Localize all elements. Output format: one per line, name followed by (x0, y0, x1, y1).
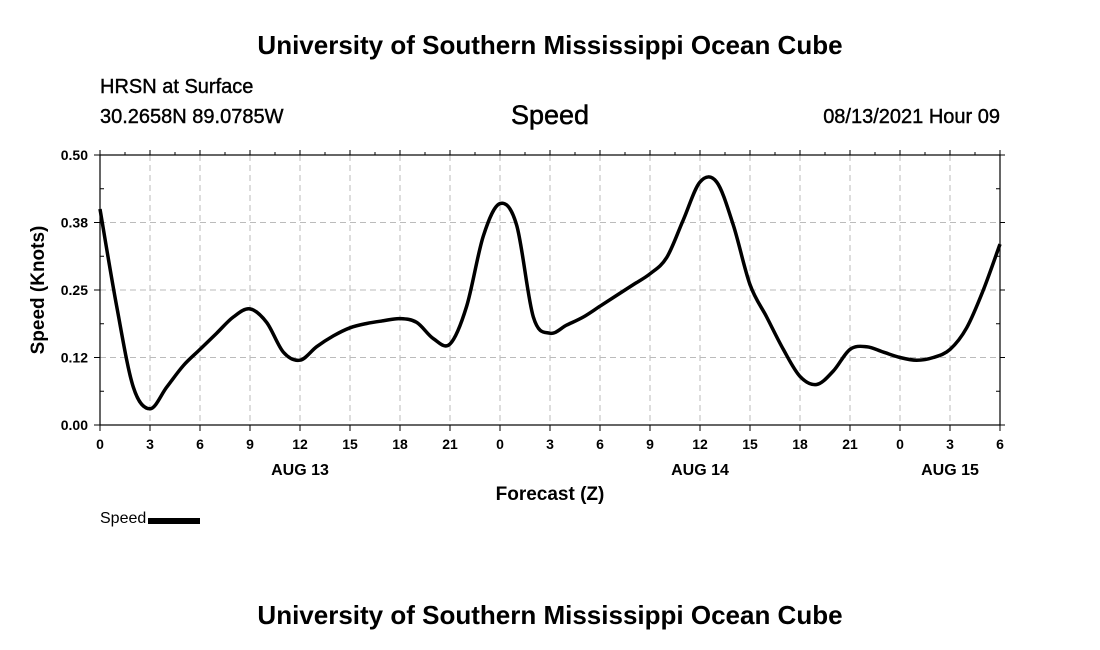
footer-title: University of Southern Mississippi Ocean… (257, 600, 843, 630)
x-axis-label: Forecast (Z) (496, 484, 605, 505)
date-label: AUG 13 (271, 462, 329, 479)
legend-swatch (148, 518, 201, 524)
x-tick-label: 18 (792, 436, 808, 452)
x-tick-label: 15 (742, 436, 758, 452)
x-tick-label: 6 (196, 436, 204, 452)
x-tick-label: 12 (292, 436, 308, 452)
x-tick-label: 3 (546, 436, 554, 452)
x-tick-label: 6 (596, 436, 604, 452)
y-tick-label: 0.50 (61, 147, 88, 163)
x-tick-label: 15 (342, 436, 358, 452)
station-label: HRSN at Surface (100, 76, 254, 98)
page-title: University of Southern Mississippi Ocean… (257, 30, 843, 60)
x-tick-label: 9 (246, 436, 254, 452)
x-tick-label: 9 (646, 436, 654, 452)
x-tick-label: 3 (946, 436, 954, 452)
y-tick-label: 0.12 (61, 350, 88, 366)
x-tick-label: 0 (896, 436, 904, 452)
forecast-datetime: 08/13/2021 Hour 09 (823, 106, 1000, 128)
y-tick-label: 0.25 (61, 282, 88, 298)
legend-label: Speed (100, 510, 147, 527)
date-label: AUG 14 (671, 462, 729, 479)
x-tick-label: 3 (146, 436, 154, 452)
chart-title: Speed (510, 100, 590, 131)
x-tick-label: 0 (96, 436, 104, 452)
legend: Speed (100, 510, 201, 528)
date-label: AUG 15 (921, 462, 979, 479)
y-tick-label: 0.00 (61, 417, 88, 433)
x-tick-label: 21 (842, 436, 858, 452)
x-tick-label: 12 (692, 436, 708, 452)
x-tick-label: 18 (392, 436, 408, 452)
x-tick-label: 6 (996, 436, 1004, 452)
y-axis-label: Speed (Knots) (28, 226, 49, 355)
x-tick-label: 21 (442, 436, 458, 452)
coordinates-label: 30.2658N 89.0785W (100, 106, 284, 128)
x-tick-label: 0 (496, 436, 504, 452)
series-line-speed (98, 175, 1002, 411)
y-tick-label: 0.38 (61, 215, 88, 231)
